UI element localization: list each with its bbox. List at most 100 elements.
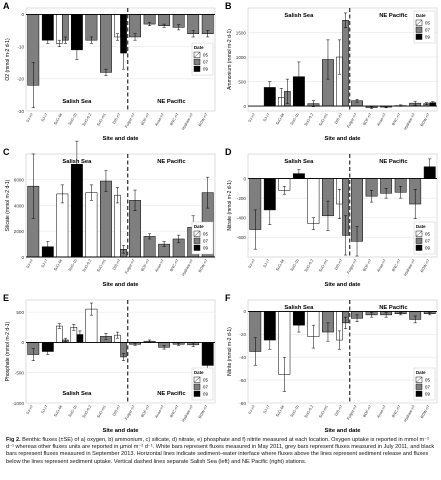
x-tick-label: SJ-r7: [263, 259, 271, 269]
legend-label: 09: [425, 392, 430, 397]
y-tick-label: 6000: [14, 178, 25, 183]
legend-swatch: [415, 26, 423, 33]
legend: Date 05 07 09: [413, 367, 436, 401]
x-tick-label: BOF-n7: [140, 405, 150, 419]
legend-title: Date: [416, 370, 426, 375]
legend-label: 05: [425, 378, 430, 383]
panel-letter: B: [225, 1, 232, 11]
bar: [100, 180, 112, 258]
x-tick-label: Folger-n7: [124, 405, 136, 421]
x-axis-title: Site and date: [324, 136, 361, 142]
legend: Date 05 07 09: [191, 367, 214, 401]
y-tick-label: 500: [238, 79, 246, 84]
x-tick-label: SJ-n7: [248, 405, 256, 416]
x-tick-label: SJ-n7: [248, 259, 256, 270]
x-tick-label: BOW-n7: [420, 113, 431, 128]
bar: [100, 14, 112, 73]
y-axis-label: Phosphate (mmol m-2 d-1): [5, 321, 11, 381]
region-label-salish: Salish Sea: [62, 99, 92, 105]
x-tick-label: DIS-n7: [334, 405, 343, 417]
x-tick-label: Hydrate-n7: [181, 113, 194, 131]
y-tick-label: -400: [237, 216, 247, 221]
x-tick-label: Ansa-n7: [154, 405, 165, 419]
x-tick-label: SoG-1b: [68, 259, 78, 272]
legend-swatch: [415, 390, 423, 397]
panel-letter: C: [3, 147, 10, 157]
legend-title: Date: [194, 370, 204, 375]
legend-label: 07: [425, 385, 430, 390]
x-tick-label: SoG-m1: [96, 405, 107, 419]
x-tick-label: BOW-n7: [198, 113, 209, 128]
x-tick-label: Ansa-n7: [376, 259, 387, 273]
x-tick-label: Folger-n7: [124, 259, 136, 275]
y-tick-label: 0: [21, 12, 24, 17]
legend-title: Date: [416, 13, 426, 18]
y-tick-label: -60: [239, 378, 246, 383]
x-tick-label: SoG-0.2: [82, 113, 93, 127]
x-tick-label: SJ-n7: [26, 405, 34, 416]
x-tick-label: SoG-m1: [318, 405, 329, 419]
x-tick-label: SoG-0.2: [82, 405, 93, 419]
legend-label: 07: [203, 239, 208, 244]
x-tick-label: BNC-n7: [169, 113, 179, 127]
legend-label: 05: [425, 232, 430, 237]
x-axis-title: Site and date: [102, 428, 139, 434]
y-tick-label: -20: [17, 77, 24, 82]
x-tick-label: SJ-r7: [41, 259, 49, 269]
x-tick-label: BOW-n7: [420, 259, 431, 274]
y-tick-label: -30: [17, 109, 24, 114]
legend-label: 05: [203, 232, 208, 237]
region-label-pacific: NE Pacific: [157, 159, 186, 165]
y-tick-label: -1000: [12, 401, 24, 406]
legend-title: Date: [416, 224, 426, 229]
legend-label: 09: [203, 67, 208, 72]
legend-swatch: [193, 65, 201, 72]
legend-label: 07: [203, 60, 208, 65]
legend-swatch-hatch: [193, 376, 201, 383]
region-label-salish: Salish Sea: [62, 159, 92, 165]
y-tick-label: 500: [16, 310, 24, 315]
x-tick-label: BNC-n7: [169, 259, 179, 273]
x-tick-label: SoG-m1: [96, 259, 107, 273]
region-label-salish: Salish Sea: [62, 391, 92, 397]
x-tick-label: DIS-n7: [112, 113, 121, 125]
x-tick-label: Folger-n7: [124, 113, 136, 129]
x-tick-label: BOW-n7: [420, 405, 431, 420]
legend-swatch-hatch: [415, 230, 423, 237]
legend-title: Date: [194, 45, 204, 50]
x-tick-label: SJ-r7: [41, 113, 49, 123]
x-tick-label: SoG-m1: [96, 113, 107, 127]
x-tick-label: Hydrate-n7: [403, 405, 416, 423]
y-axis-label: Nitrate (mmol m-2 d-1): [227, 180, 233, 231]
y-tick-label: 0: [243, 176, 246, 181]
legend-swatch-hatch: [193, 51, 201, 58]
legend-swatch: [193, 383, 201, 390]
bar: [307, 178, 320, 224]
x-tick-label: SJ-n7: [26, 259, 34, 270]
legend-swatch: [193, 58, 201, 65]
x-tick-label: DIS-n7: [112, 405, 121, 417]
x-tick-label: BOF-n7: [362, 113, 372, 127]
y-tick-label: 4000: [14, 203, 25, 208]
legend-swatch: [193, 244, 201, 251]
x-tick-label: SoG-0.2: [304, 259, 315, 273]
x-tick-label: Folger-n7: [346, 405, 358, 421]
bar: [114, 194, 121, 258]
x-tick-label: SJ-r7: [263, 113, 271, 123]
legend-swatch-hatch: [415, 376, 423, 383]
legend-label: 09: [425, 35, 430, 40]
y-tick-label: -600: [237, 235, 247, 240]
y-axis-label: Nitrite (mmol m-2 d-1): [227, 327, 233, 376]
legend-swatch: [193, 237, 201, 244]
x-tick-label: DIS-n7: [334, 113, 343, 125]
legend-swatch: [415, 244, 423, 251]
bar: [56, 193, 69, 258]
legend-label: 07: [203, 385, 208, 390]
y-axis-label: Silicate (mmol m-2 d-1): [5, 179, 11, 231]
legend-label: 09: [203, 392, 208, 397]
x-tick-label: BOF-n7: [362, 405, 372, 419]
region-label-salish: Salish Sea: [284, 159, 314, 165]
x-tick-label: SoG-0k: [53, 258, 63, 271]
legend-label: 09: [203, 246, 208, 251]
x-tick-label: BNC-n7: [391, 113, 401, 127]
